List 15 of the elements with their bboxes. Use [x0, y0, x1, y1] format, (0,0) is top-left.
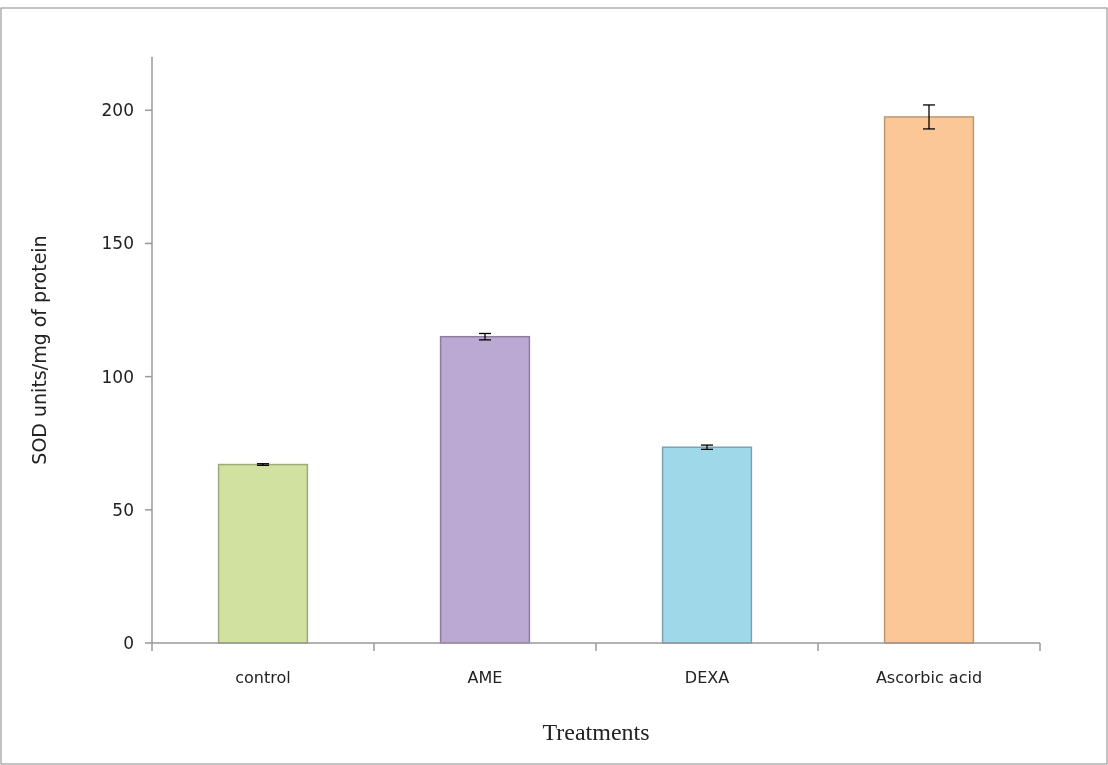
x-tick-label: AME: [467, 668, 503, 687]
bar: [883, 116, 975, 644]
x-tick-label: Ascorbic acid: [875, 668, 983, 687]
bar: [661, 446, 753, 644]
y-axis-title: SOD units/mg of protein: [28, 235, 50, 465]
y-tick-label: 100: [101, 366, 134, 387]
x-tick-label: DEXA: [684, 668, 730, 687]
y-tick-label: 200: [101, 100, 134, 121]
bar: [439, 335, 531, 644]
y-tick-label: 150: [101, 233, 134, 254]
bar: [217, 463, 309, 644]
y-tick-label: 50: [112, 499, 134, 520]
x-tick-label: control: [235, 668, 291, 687]
x-axis-title: Treatments: [542, 719, 650, 745]
y-tick-label: 0: [123, 632, 134, 653]
